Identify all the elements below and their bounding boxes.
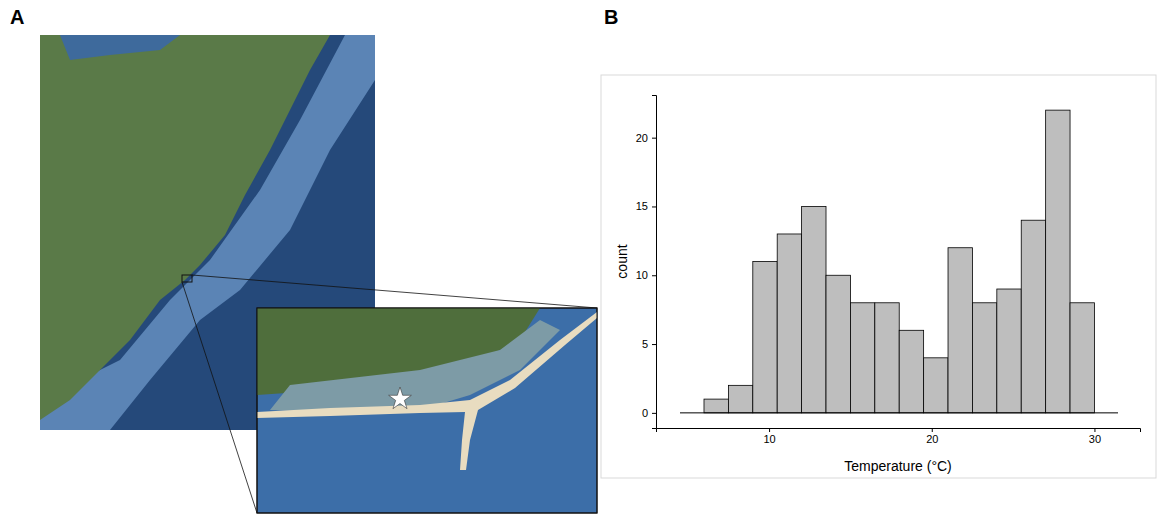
site-star (389, 387, 412, 409)
inset-water (257, 308, 597, 513)
y-tick-mark (652, 344, 656, 345)
locator-box (182, 275, 192, 282)
histogram-panel: B 0 5 10 15 20 10 20 30 Temperature (°C) count (601, 6, 1156, 478)
y-tick: 0 (642, 407, 656, 419)
bar (875, 303, 899, 413)
baseline (680, 412, 1118, 413)
bar (997, 289, 1021, 413)
y-tick-label: 0 (642, 407, 648, 419)
bar (948, 248, 972, 413)
bar (972, 303, 996, 413)
bar (826, 275, 850, 413)
map-panel: A (10, 6, 597, 513)
bar (924, 358, 948, 413)
x-tick: 10 (763, 428, 775, 445)
x-tick-label: 20 (926, 433, 938, 445)
y-tick: 5 (642, 338, 656, 350)
x-tick: 20 (926, 428, 938, 445)
bar (802, 206, 826, 412)
x-tick-mark (1094, 428, 1095, 432)
bar (1070, 303, 1094, 413)
y-tick-mark (652, 138, 656, 139)
x-tick-mark (769, 428, 770, 432)
panel-label: A (10, 6, 24, 28)
bar (777, 234, 801, 413)
connector (192, 275, 597, 308)
x-axis: 10 20 30 (657, 428, 1141, 445)
figure: A B 0 5 10 15 20 10 20 30 Temperature (°C) count (0, 0, 1160, 517)
y-tick-mark (652, 206, 656, 207)
y-tick-mark (652, 413, 656, 414)
y-tick: 20 (636, 132, 656, 144)
panel-frame (601, 75, 1156, 478)
bar (850, 303, 874, 413)
y-tick-label: 10 (636, 269, 648, 281)
y-axis-title: count (614, 244, 630, 278)
y-tick: 15 (636, 200, 656, 212)
lakes (60, 35, 180, 60)
y-tick-label: 5 (642, 338, 648, 350)
panel-label: B (604, 6, 618, 28)
bar (899, 330, 923, 413)
connector (182, 282, 257, 513)
y-tick-label: 15 (636, 200, 648, 212)
inset-beach (257, 312, 597, 470)
x-tick: 30 (1089, 428, 1101, 445)
y-tick-label: 20 (636, 132, 648, 144)
bar (728, 385, 752, 413)
y-axis: 0 5 10 15 20 (636, 96, 657, 429)
y-axis-line (652, 96, 657, 429)
bars (680, 110, 1118, 413)
x-tick-mark (932, 428, 933, 432)
y-tick-mark (652, 275, 656, 276)
inset-sound (270, 320, 560, 412)
inset-frame (257, 308, 597, 513)
x-tick-label: 10 (763, 433, 775, 445)
bar (704, 399, 728, 413)
bar (1021, 220, 1045, 413)
x-axis-title: Temperature (°C) (844, 458, 952, 474)
y-tick: 10 (636, 269, 656, 281)
bar (753, 262, 777, 413)
x-axis-line (657, 429, 1141, 433)
x-tick-label: 30 (1089, 433, 1101, 445)
bar (1046, 110, 1070, 413)
